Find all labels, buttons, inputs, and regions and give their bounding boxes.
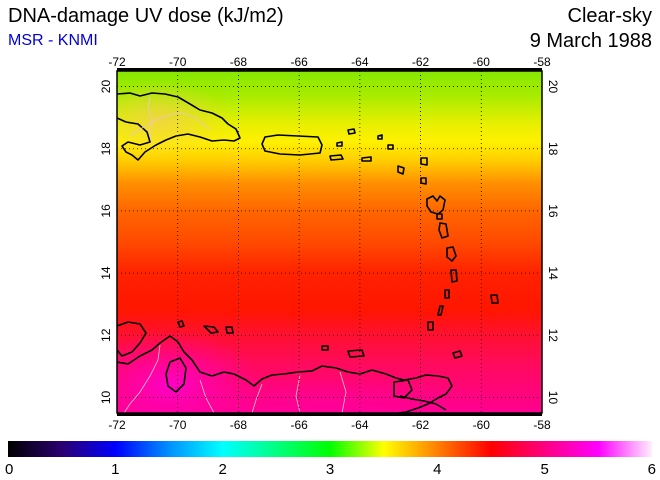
graticule [117, 71, 542, 413]
lon-tick-label-top: -66 [290, 55, 308, 69]
colorbar-tick-label: 0 [5, 461, 13, 478]
lat-tick-label-left: 16 [99, 204, 113, 218]
colorbar-tick-label: 3 [326, 461, 334, 478]
lon-tick-label-bottom: -64 [351, 418, 369, 432]
coastlines [117, 92, 499, 413]
coastline-tobago [452, 350, 463, 359]
dose-field [117, 71, 542, 413]
coastline-st-kitts [397, 165, 405, 175]
lat-tick-label-left: 10 [99, 390, 113, 404]
lon-tick-label-bottom: -70 [169, 418, 187, 432]
axes: -72 -72 -70 -70 -68 -68 -66 -66 -64 -64 -62 -62 -60 -… [99, 55, 560, 432]
colorbar-labels: 0 1 2 3 4 5 6 [5, 461, 656, 478]
coastline-aruba [177, 320, 185, 328]
lat-tick-label-right: 18 [546, 142, 560, 156]
coastline-tortuga [321, 345, 329, 351]
lon-tick-label-top: -64 [351, 55, 369, 69]
coastline-puerto-rico [261, 134, 323, 156]
lat-tick-label-left: 12 [99, 328, 113, 342]
lon-tick-label-top: -72 [108, 55, 126, 69]
lat-tick-label-left: 20 [99, 80, 113, 94]
coastline-vieques [329, 154, 344, 161]
lon-tick-label-top: -58 [533, 55, 551, 69]
lat-tick-label-left: 14 [99, 266, 113, 280]
lon-tick-label-top: -68 [230, 55, 248, 69]
coastline-guadeloupe [426, 195, 446, 215]
sky-condition-label: Clear-sky [567, 5, 652, 27]
lat-tick-label-right: 20 [546, 80, 560, 94]
colorbar [8, 441, 652, 457]
coastline-orinoco-delta [399, 395, 447, 411]
coastline-margarita [347, 349, 365, 358]
lat-tick-label-left: 18 [99, 142, 113, 156]
lon-tick-label-bottom: -58 [533, 418, 551, 432]
colorbar-tick-label: 1 [111, 461, 119, 478]
coastline-barbados [490, 294, 499, 304]
lon-tick-label-bottom: -62 [412, 418, 430, 432]
colorbar-tick-label: 4 [433, 461, 441, 478]
border-venezuela-states [199, 371, 347, 413]
lat-tick-label-right: 10 [546, 391, 560, 405]
coastline-martinique [446, 246, 457, 262]
map-title: DNA-damage UV dose (kJ/m2) [8, 5, 284, 27]
border-haiti-dr [147, 96, 153, 145]
coastline-antigua [420, 157, 428, 166]
coastline-bonaire [225, 326, 234, 334]
lon-tick-label-bottom: -72 [108, 418, 126, 432]
border-colombia-venezuela [123, 344, 161, 413]
coastline-south-america [117, 321, 453, 413]
coastline-virgin-islands [347, 128, 356, 135]
high-dose-haze-south [160, 375, 500, 413]
coastline-culebra [336, 141, 343, 147]
coastline-dominica [438, 222, 449, 239]
colorbar-tick-label: 5 [540, 461, 548, 478]
coastline-curacao [203, 325, 219, 334]
organization-label: MSR - KNMI [8, 32, 98, 49]
lon-tick-label-bottom: -66 [290, 418, 308, 432]
coastline-st-vincent [444, 289, 450, 299]
lat-tick-label-right: 16 [546, 204, 560, 218]
country-borders [123, 96, 347, 413]
coastline-marie-galante [436, 213, 443, 220]
coastline-hispaniola [117, 92, 241, 161]
lat-tick-label-right: 14 [546, 266, 560, 280]
lon-tick-label-top: -60 [473, 55, 491, 69]
lon-tick-label-bottom: -60 [473, 418, 491, 432]
date-label: 9 March 1988 [529, 30, 652, 52]
frame-top-bar [117, 68, 542, 71]
coastline-anguilla [377, 134, 383, 140]
coastline-st-croix [361, 156, 372, 162]
coastline-montserrat [420, 177, 427, 185]
coastline-grenada [427, 321, 434, 331]
coastline-st-lucia [450, 269, 458, 283]
colorbar-tick-label: 6 [648, 461, 656, 478]
coastline-trinidad [393, 379, 413, 399]
frame-bottom-bar [117, 413, 542, 416]
lon-tick-label-top: -62 [412, 55, 430, 69]
lon-tick-label-top: -70 [169, 55, 187, 69]
lat-tick-label-right: 12 [546, 329, 560, 343]
lon-tick-label-bottom: -68 [230, 418, 248, 432]
coastline-grenadines [437, 305, 444, 316]
colorbar-tick-label: 2 [218, 461, 226, 478]
elevated-area-haze [117, 80, 230, 160]
border-mountain-region [129, 111, 211, 137]
coastline-lake-maracaibo [165, 357, 187, 393]
